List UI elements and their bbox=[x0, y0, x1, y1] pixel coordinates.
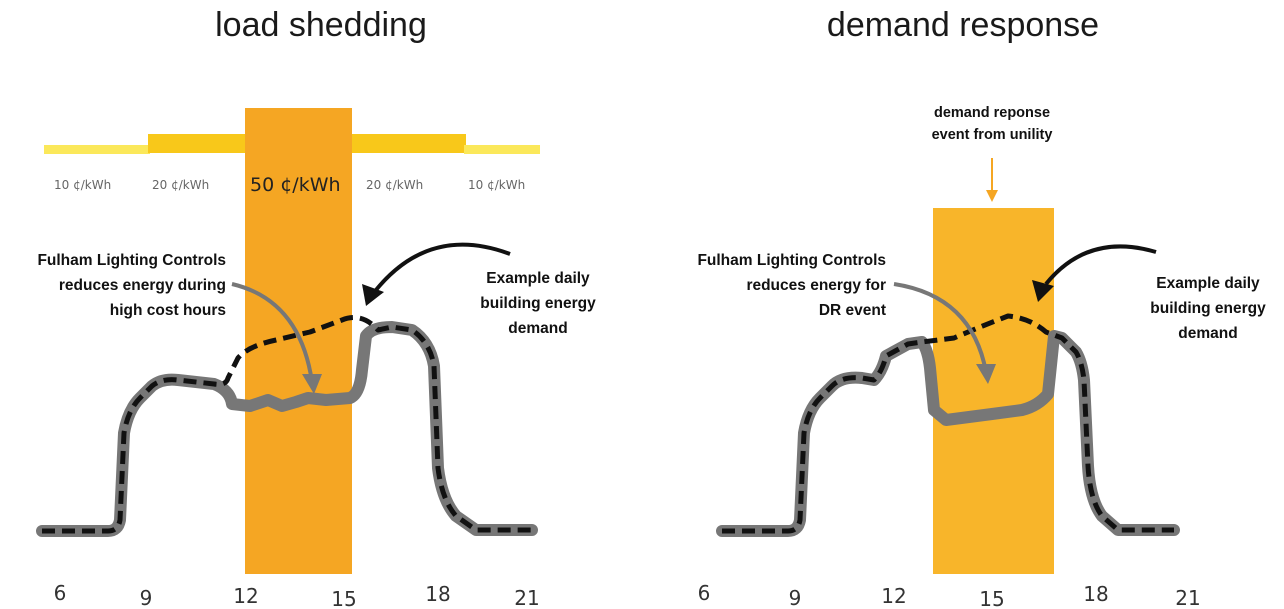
x-tick-6: 6 bbox=[698, 581, 711, 605]
x-tick-15: 15 bbox=[331, 587, 356, 609]
rate-bar-mid-morning bbox=[148, 134, 248, 153]
x-tick-21: 21 bbox=[514, 586, 539, 609]
demand-arrow-icon bbox=[374, 242, 511, 292]
annotation-controls-line-3: high cost hours bbox=[110, 302, 226, 319]
rate-label-5: 10 ¢/kWh bbox=[468, 178, 525, 192]
rate-label-2: 20 ¢/kWh bbox=[152, 178, 209, 192]
annotation-controls-line-1: Fulham Lighting Controls bbox=[37, 252, 226, 269]
x-tick-12: 12 bbox=[881, 584, 906, 608]
event-label-line-2: event from unility bbox=[932, 127, 1053, 143]
x-tick-9: 9 bbox=[140, 586, 153, 609]
annotation-demand-line-2: building energy bbox=[480, 295, 596, 312]
x-tick-18: 18 bbox=[425, 582, 450, 606]
panel-title-demand-response: demand response bbox=[826, 6, 1100, 44]
high-cost-period-box bbox=[245, 108, 352, 574]
x-tick-12: 12 bbox=[233, 584, 258, 608]
rate-label-1: 10 ¢/kWh bbox=[54, 178, 111, 192]
rate-bar-mid-evening bbox=[350, 134, 466, 153]
x-tick-21: 21 bbox=[1175, 586, 1200, 609]
x-tick-9: 9 bbox=[789, 586, 802, 609]
rate-bar-low-evening bbox=[464, 145, 540, 154]
demand-response-panel: demand response demand reponse event fro… bbox=[642, 0, 1284, 609]
event-arrowhead-icon bbox=[986, 190, 998, 202]
controls-arrow-icon bbox=[231, 282, 314, 383]
x-tick-15: 15 bbox=[979, 587, 1004, 609]
load-shedding-diagram: 10 ¢/kWh 20 ¢/kWh 50 ¢/kWh 20 ¢/kWh 10 ¢… bbox=[36, 108, 596, 609]
annotation-demand-line-3: demand bbox=[1178, 325, 1237, 342]
event-label-line-1: demand reponse bbox=[934, 105, 1050, 121]
load-shedding-panel: load shedding 10 ¢/kWh 20 ¢/kWh 50 ¢/kWh… bbox=[36, 6, 596, 609]
demand-arrow-icon bbox=[1044, 244, 1157, 286]
annotation-demand-line-3: demand bbox=[508, 320, 567, 337]
controls-arrowhead-icon bbox=[976, 364, 996, 384]
x-tick-6: 6 bbox=[54, 581, 67, 605]
demand-response-diagram: demand reponse event from unility Fulham… bbox=[697, 105, 1266, 609]
panel-title-load-shedding: load shedding bbox=[215, 6, 427, 44]
demand-curve bbox=[42, 315, 532, 534]
rate-label-peak: 50 ¢/kWh bbox=[250, 174, 341, 196]
demand-arrowhead-icon bbox=[1032, 280, 1054, 302]
annotation-demand-line-1: Example daily bbox=[486, 270, 590, 287]
annotation-controls-line-2: reduces energy during bbox=[59, 277, 226, 294]
demand-arrowhead-icon bbox=[362, 284, 384, 306]
dr-event-box bbox=[933, 208, 1054, 574]
controls-arrowhead-icon bbox=[302, 374, 322, 394]
annotation-demand-line-1: Example daily bbox=[1156, 275, 1260, 292]
controls-arrow-icon bbox=[893, 282, 988, 373]
x-tick-18: 18 bbox=[1083, 582, 1108, 606]
demand-curve bbox=[722, 313, 1174, 534]
rate-label-4: 20 ¢/kWh bbox=[366, 178, 423, 192]
annotation-controls-line-3: DR event bbox=[819, 302, 886, 319]
annotation-controls-line-1: Fulham Lighting Controls bbox=[697, 252, 886, 269]
annotation-controls-line-2: reduces energy for bbox=[746, 277, 886, 294]
annotation-demand-line-2: building energy bbox=[1150, 300, 1266, 317]
rate-bar-low-morning bbox=[44, 145, 150, 154]
